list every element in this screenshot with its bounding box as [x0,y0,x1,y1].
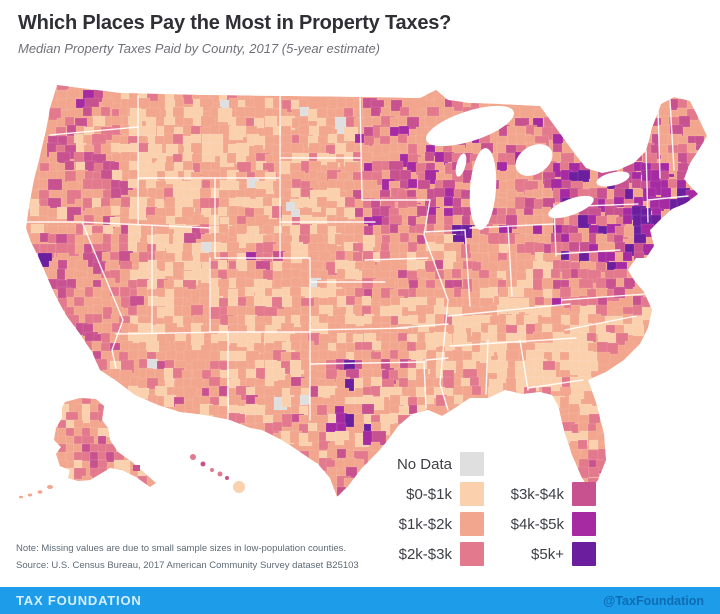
great-lakes [426,105,630,230]
social-handle: @TaxFoundation [603,593,704,608]
note-text: Note: Missing values are due to small sa… [16,543,347,554]
legend-swatch-1k-2k [460,512,484,536]
legend-label-no-data: No Data [396,455,452,473]
us-choropleth-map [19,85,707,499]
map-legend: No Data $0-$1k $3k-$4k $1k-$2k $4k-$5k $… [386,452,596,566]
legend-label-4k-5k: $4k-$5k [510,515,564,533]
legend-swatch-2k-3k [460,542,484,566]
state-borders [26,95,689,426]
footer-bar: TAX FOUNDATION @TaxFoundation [0,587,720,614]
footnotes: Note: Missing values are due to small sa… [16,540,359,574]
hawaii-inset [190,454,245,493]
page-title: Which Places Pay the Most in Property Ta… [18,12,452,34]
alaska-inset [19,398,156,499]
legend-label-1k-2k: $1k-$2k [398,515,452,533]
legend-label-0-1k: $0-$1k [406,485,452,503]
legend-swatch-no-data [460,452,484,476]
source-text: Source: U.S. Census Bureau, 2017 America… [16,560,359,571]
header: Which Places Pay the Most in Property Ta… [18,12,451,56]
legend-label-5k-plus: $5k+ [531,545,564,563]
legend-label-3k-4k: $3k-$4k [510,485,564,503]
legend-swatch-0-1k [460,482,484,506]
lower48-counties [26,85,707,497]
legend-label-2k-3k: $2k-$3k [398,545,452,563]
legend-swatch-5k-plus [572,542,596,566]
brand-name: TAX FOUNDATION [16,593,142,608]
legend-swatch-4k-5k [572,512,596,536]
page-subtitle: Median Property Taxes Paid by County, 20… [18,41,381,56]
legend-swatch-3k-4k [572,482,596,506]
